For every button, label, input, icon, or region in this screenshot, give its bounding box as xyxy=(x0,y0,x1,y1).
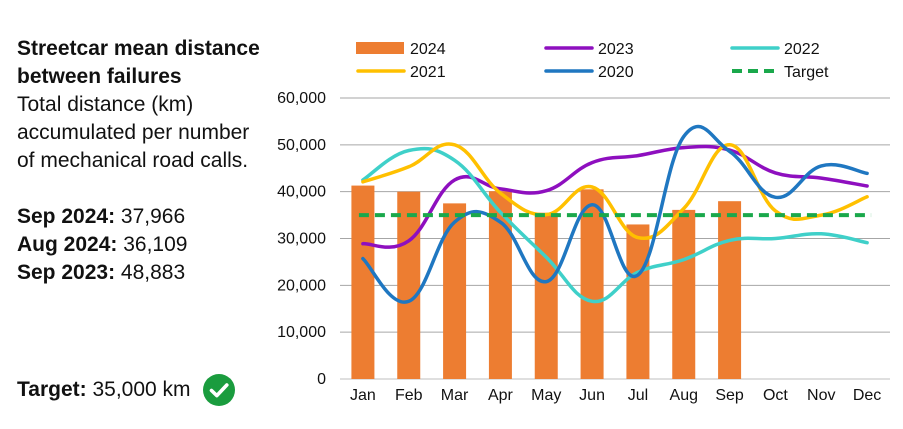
bar-2024 xyxy=(351,185,375,379)
chart-subtitle: Total distance (km) accumulated per numb… xyxy=(17,93,250,172)
legend-label-2020: 2020 xyxy=(598,64,634,81)
legend-label-2021: 2021 xyxy=(410,64,446,81)
series-line-2020 xyxy=(361,124,869,304)
bar-2024 xyxy=(443,203,467,379)
y-tick-label: 50,000 xyxy=(277,137,326,154)
series-line-2022 xyxy=(361,146,869,304)
y-tick-label: 60,000 xyxy=(277,90,326,107)
info-panel: Streetcar mean distance between failures… xyxy=(17,35,267,287)
y-tick-label: 0 xyxy=(317,371,326,388)
legend: 2024 2023 2022 2021 2020 Target xyxy=(356,41,829,81)
stat-label: Sep 2023: xyxy=(17,261,116,284)
stat-label: Sep 2024: xyxy=(17,205,116,228)
bar-2024 xyxy=(718,201,742,379)
x-tick-label: Oct xyxy=(763,387,788,404)
bar-2024 xyxy=(580,189,604,379)
bar-2024 xyxy=(626,224,650,379)
bar-2024 xyxy=(488,191,512,379)
check-circle-icon xyxy=(202,374,235,406)
x-tick-label: Jan xyxy=(350,387,376,404)
stat-sep-2023: Sep 2023: 48,883 xyxy=(17,259,267,287)
bar-2024 xyxy=(397,191,421,379)
series-line-2023 xyxy=(361,144,869,249)
x-tick-label: Jul xyxy=(628,387,648,404)
stat-sep-2024: Sep 2024: 37,966 xyxy=(17,203,267,231)
stat-label: Aug 2024: xyxy=(17,233,118,256)
legend-swatch-2024 xyxy=(356,42,404,54)
x-tick-label: Apr xyxy=(488,387,514,404)
stat-value: 37,966 xyxy=(120,205,186,228)
y-tick-label: 40,000 xyxy=(277,184,326,201)
bar-2024 xyxy=(534,212,558,379)
legend-label-2022: 2022 xyxy=(784,41,820,58)
x-tick-label: Feb xyxy=(395,387,423,404)
x-axis-ticks: Jan Feb Mar Apr May Jun Jul Aug Sep Oct Nov Dec xyxy=(350,387,881,404)
y-tick-label: 30,000 xyxy=(277,231,326,248)
y-axis-ticks: 0 10,000 20,000 30,000 40,000 50,000 60,000 xyxy=(277,90,326,388)
legend-label-target: Target xyxy=(784,64,829,81)
target-summary: Target: 35,000 km xyxy=(17,374,235,406)
stat-aug-2024: Aug 2024: 36,109 xyxy=(17,231,267,259)
y-tick-label: 10,000 xyxy=(277,324,326,341)
series-lines xyxy=(358,124,872,304)
x-tick-label: Sep xyxy=(715,387,744,404)
y-tick-label: 20,000 xyxy=(277,277,326,294)
chart-title: Streetcar mean distance between failures xyxy=(17,37,260,88)
target-label: Target: xyxy=(17,378,87,401)
bar-2024 xyxy=(672,209,696,379)
x-tick-label: Jun xyxy=(579,387,605,404)
gridlines xyxy=(340,97,890,380)
x-tick-label: Mar xyxy=(441,387,469,404)
legend-label-2023: 2023 xyxy=(598,41,634,58)
stat-value: 48,883 xyxy=(120,261,186,284)
series-line-2021 xyxy=(361,142,869,241)
x-tick-label: Nov xyxy=(807,387,835,404)
x-tick-label: May xyxy=(531,387,561,404)
stats-list: Sep 2024: 37,966 Aug 2024: 36,109 Sep 20… xyxy=(17,203,267,287)
stat-value: 36,109 xyxy=(123,233,188,256)
legend-label-2024: 2024 xyxy=(410,41,446,58)
x-tick-label: Aug xyxy=(670,387,698,404)
target-value: 35,000 km xyxy=(92,378,191,401)
bars-2024 xyxy=(351,185,742,379)
x-tick-label: Dec xyxy=(853,387,881,404)
